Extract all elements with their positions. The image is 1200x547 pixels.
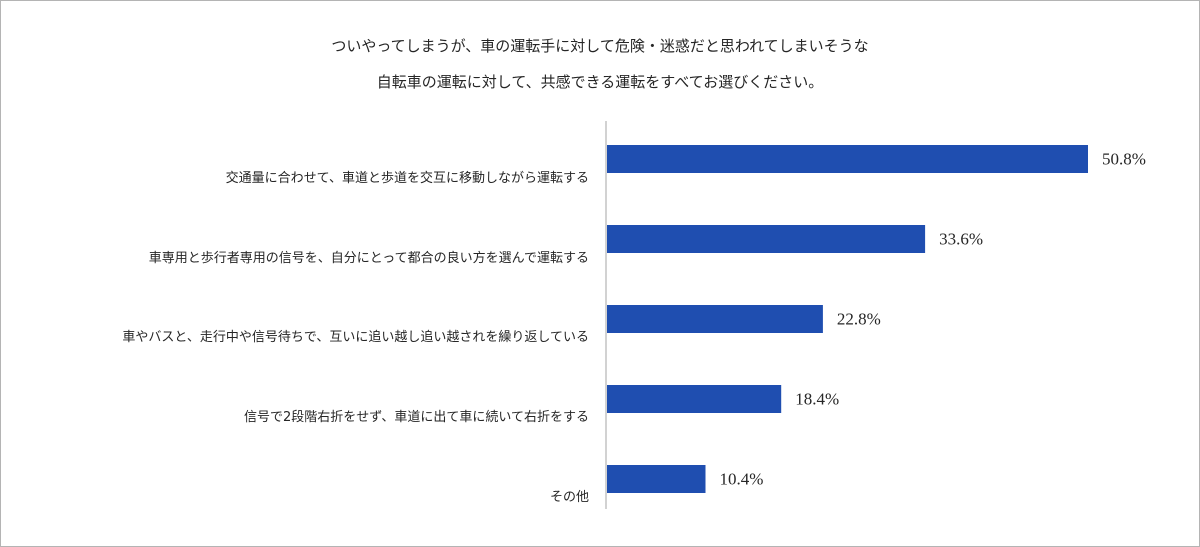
- bar-3: [607, 305, 823, 333]
- value-label-2: 33.6%: [939, 230, 983, 249]
- value-label-4: 18.4%: [795, 390, 839, 409]
- category-label-5: その他: [550, 490, 589, 505]
- value-label-3: 22.8%: [837, 310, 881, 329]
- chart-title-line-1: ついやってしまうが、車の運転手に対して危険・迷惑だと思われてしまいそうな: [331, 37, 869, 55]
- value-label-1: 50.8%: [1102, 150, 1146, 169]
- bar-2: [607, 225, 926, 253]
- category-label-1: 交通量に合わせて、車道と歩道を交互に移動しながら運転する: [226, 170, 589, 186]
- bar-1: [607, 145, 1088, 173]
- category-label-4: 信号で2段階右折をせず、車道に出て車に続いて右折をする: [244, 410, 589, 425]
- bar-4: [607, 385, 782, 413]
- category-label-3: 車やバスと、走行中や信号待ちで、互いに追い越し追い越されを繰り返している: [122, 329, 589, 345]
- chart-title-line-2: 自転車の運転に対して、共感できる運転をすべてお選びください。: [376, 73, 824, 91]
- category-label-2: 車専用と歩行者専用の信号を、自分にとって都合の良い方を選んで運転する: [149, 250, 589, 266]
- value-label-5: 10.4%: [720, 470, 764, 489]
- bar-5: [607, 465, 706, 493]
